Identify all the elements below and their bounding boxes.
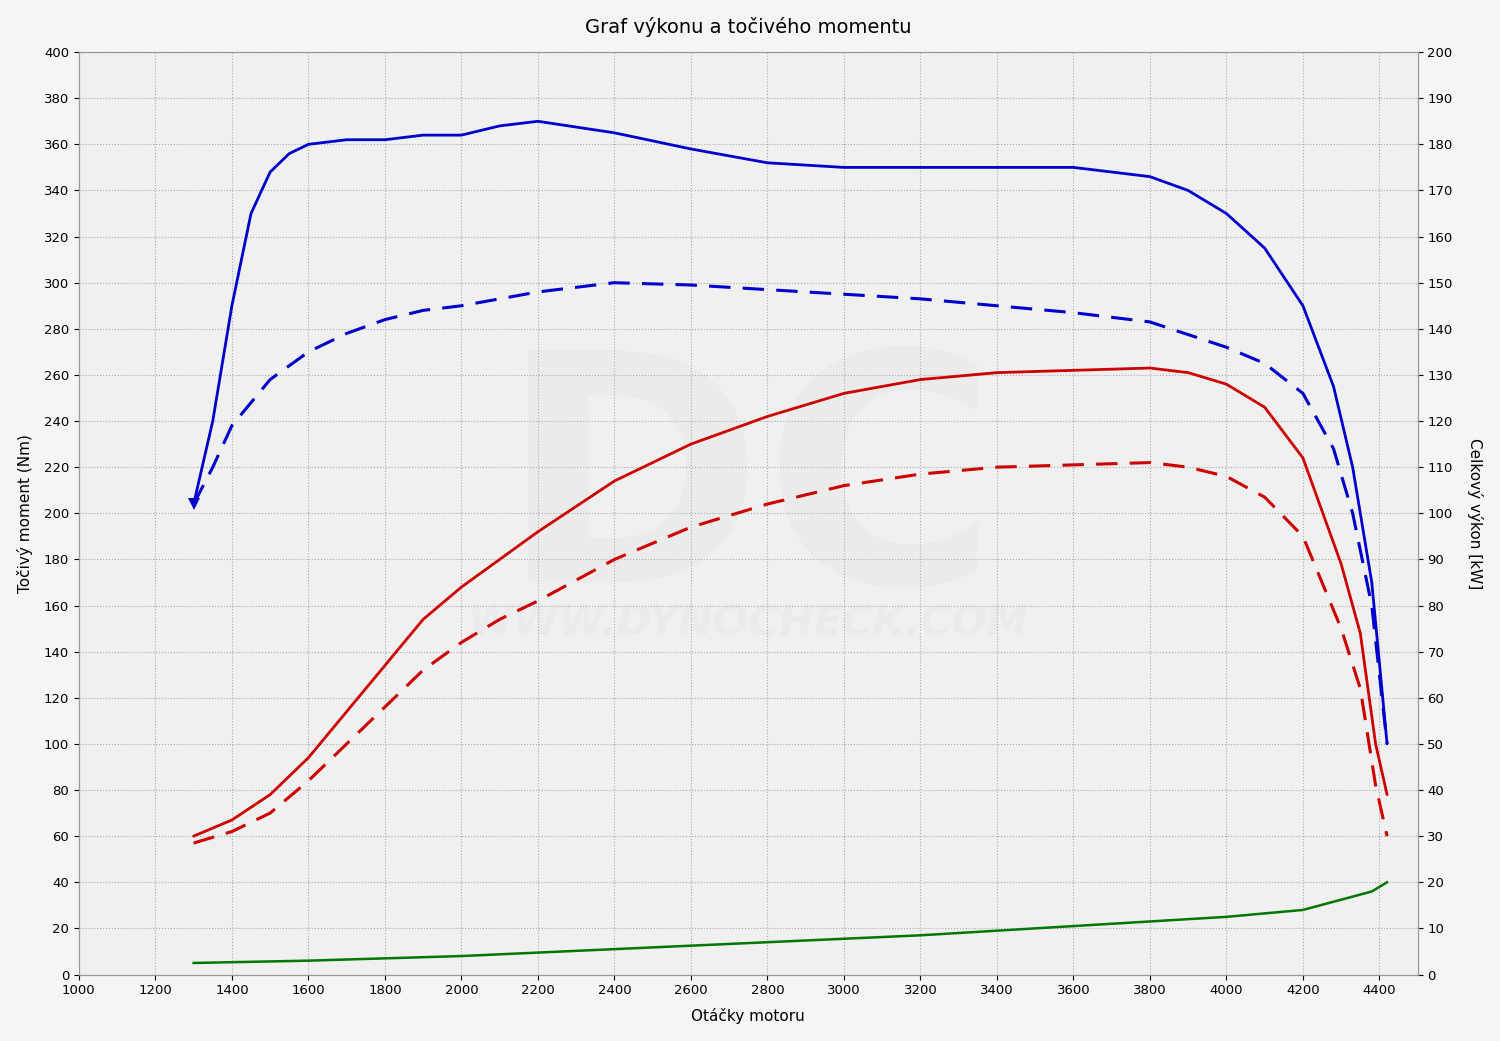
- Y-axis label: Točivý moment (Nm): Točivý moment (Nm): [16, 434, 33, 592]
- Text: WWW.DYNOCHECK.COM: WWW.DYNOCHECK.COM: [468, 603, 1029, 645]
- X-axis label: Otáčky motoru: Otáčky motoru: [692, 1009, 806, 1024]
- Text: DC: DC: [498, 340, 998, 650]
- Y-axis label: Celkový výkon [kW]: Celkový výkon [kW]: [1467, 437, 1484, 589]
- Title: Graf výkonu a točivého momentu: Graf výkonu a točivého momentu: [585, 17, 912, 36]
